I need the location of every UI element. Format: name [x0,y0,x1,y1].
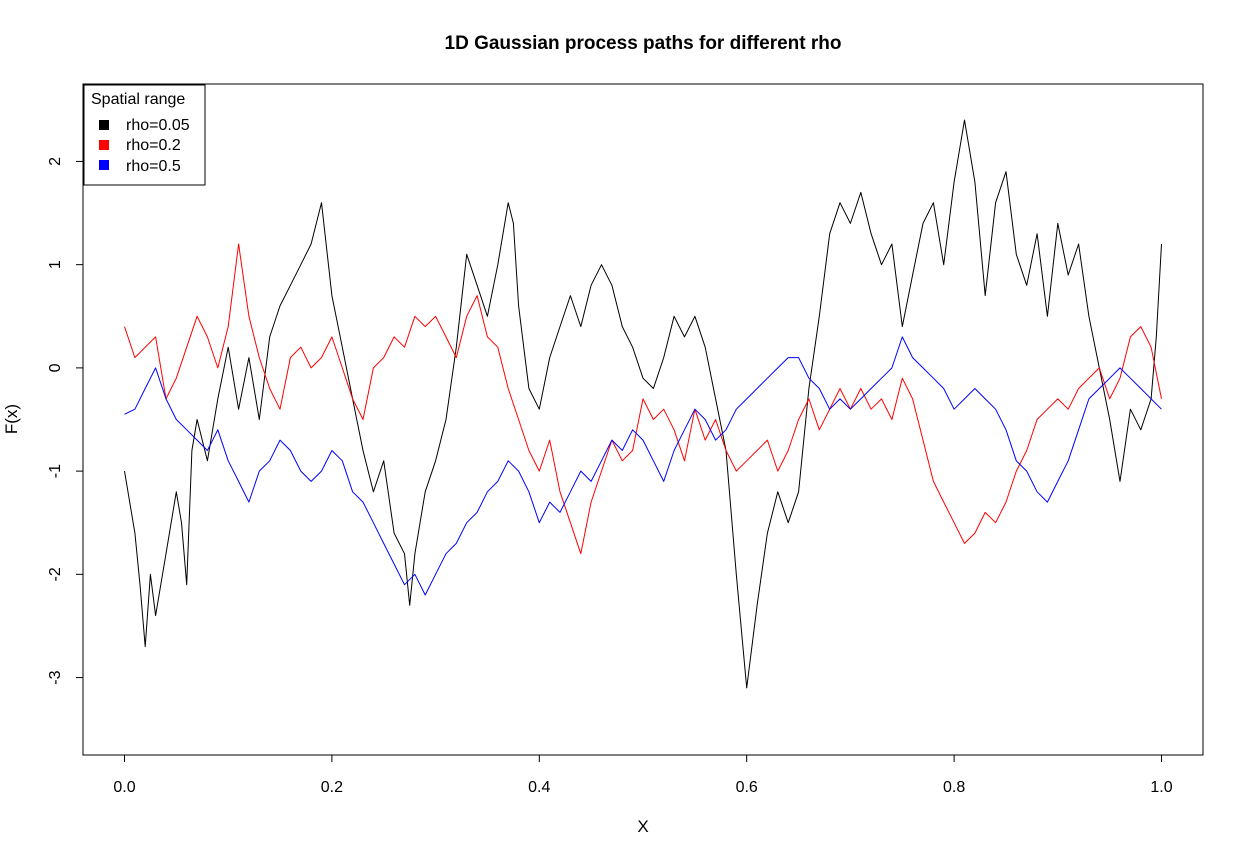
y-tick-label: -1 [47,464,64,478]
series-line-rho-0-2 [124,243,1162,555]
legend-swatch-rho-0-5 [99,160,109,170]
legend-title: Spatial range [91,91,185,108]
x-tick-label: 1.0 [1150,779,1172,796]
x-tick-label: 0.0 [113,779,135,796]
legend-entry-rho-0-2: rho=0.2 [126,137,181,154]
series-layer [124,119,1162,689]
legend-entry-rho-0-05: rho=0.05 [126,117,190,134]
series-line-rho-0-5 [124,336,1162,596]
series-line-rho-0-05 [124,119,1162,689]
x-axis: 0.0 0.2 0.4 0.6 0.8 1.0 [113,754,1173,796]
y-tick-label: 0 [47,363,64,372]
legend-swatch-rho-0-2 [99,140,109,150]
y-tick-label: 1 [47,260,64,269]
legend: Spatial range rho=0.05 rho=0.2 rho=0.5 [83,84,206,186]
legend-swatch-rho-0-05 [99,120,109,130]
y-tick-label: -2 [47,567,64,581]
y-axis-label: F(x) [2,404,21,434]
x-axis-label: X [637,817,648,836]
y-axis: -3 -2 -1 0 1 2 [47,157,84,685]
x-tick-label: 0.2 [321,779,343,796]
x-tick-label: 0.6 [736,779,758,796]
chart-title: 1D Gaussian process paths for different … [445,33,842,54]
y-tick-label: -3 [47,670,64,684]
x-tick-label: 0.8 [943,779,965,796]
legend-entry-rho-0-5: rho=0.5 [126,158,181,175]
x-tick-label: 0.4 [528,779,550,796]
y-tick-label: 2 [47,157,64,166]
